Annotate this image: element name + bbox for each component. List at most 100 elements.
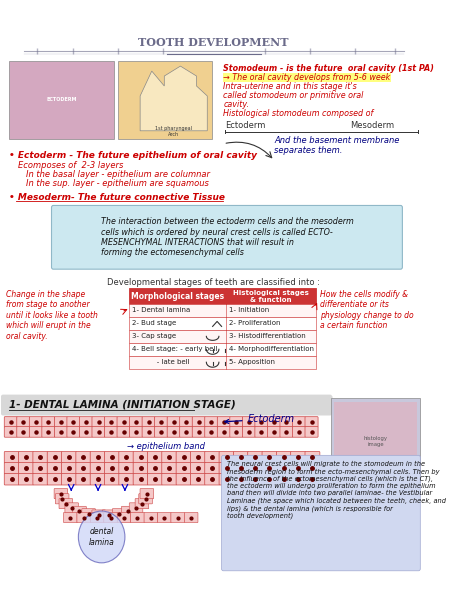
Text: 1st pharyngeal
Arch: 1st pharyngeal Arch [155,126,192,137]
FancyBboxPatch shape [55,427,67,437]
FancyBboxPatch shape [142,417,155,427]
FancyBboxPatch shape [262,452,277,463]
FancyBboxPatch shape [4,417,18,427]
FancyBboxPatch shape [291,462,306,474]
FancyBboxPatch shape [276,473,291,485]
FancyBboxPatch shape [133,462,148,474]
FancyBboxPatch shape [90,473,105,485]
FancyBboxPatch shape [155,417,168,427]
FancyBboxPatch shape [33,452,48,463]
FancyBboxPatch shape [73,506,86,516]
FancyBboxPatch shape [76,452,91,463]
FancyBboxPatch shape [117,427,130,437]
FancyBboxPatch shape [17,417,30,427]
FancyBboxPatch shape [59,498,73,509]
FancyBboxPatch shape [117,512,131,523]
FancyBboxPatch shape [192,417,205,427]
FancyBboxPatch shape [171,512,184,523]
Text: 1- DENTAL LAMINA (INITIATION STAGE): 1- DENTAL LAMINA (INITIATION STAGE) [9,400,235,409]
FancyBboxPatch shape [77,512,91,523]
FancyBboxPatch shape [4,473,19,485]
Text: Histological stages
& function: Histological stages & function [233,289,309,303]
FancyBboxPatch shape [129,330,316,343]
FancyBboxPatch shape [162,473,177,485]
FancyBboxPatch shape [191,473,205,485]
FancyBboxPatch shape [147,452,162,463]
FancyBboxPatch shape [4,452,19,463]
FancyBboxPatch shape [162,452,177,463]
FancyBboxPatch shape [90,462,105,474]
Text: 4- Bell stage: - early bell: 4- Bell stage: - early bell [132,346,218,352]
FancyBboxPatch shape [18,452,34,463]
FancyBboxPatch shape [180,427,193,437]
Text: Change in the shape
from stage to another
until it looks like a tooth
which will: Change in the shape from stage to anothe… [6,290,98,341]
FancyBboxPatch shape [262,473,277,485]
FancyBboxPatch shape [135,498,149,509]
FancyBboxPatch shape [205,452,219,463]
FancyBboxPatch shape [104,452,119,463]
FancyBboxPatch shape [292,427,306,437]
FancyBboxPatch shape [162,462,177,474]
FancyBboxPatch shape [129,417,143,427]
FancyBboxPatch shape [29,417,42,427]
FancyBboxPatch shape [205,462,219,474]
FancyBboxPatch shape [33,473,48,485]
FancyBboxPatch shape [64,512,77,523]
Text: → epithelium band: → epithelium band [127,443,205,451]
Text: 3- Cap stage: 3- Cap stage [132,333,176,340]
FancyBboxPatch shape [104,512,118,523]
FancyBboxPatch shape [233,462,248,474]
FancyBboxPatch shape [192,427,205,437]
Text: called stomodeum or primitive oral: called stomodeum or primitive oral [223,91,364,100]
Text: Histological stomodeum composed of: Histological stomodeum composed of [223,109,374,118]
Text: Morphological stages: Morphological stages [131,292,224,300]
FancyBboxPatch shape [280,417,293,427]
FancyBboxPatch shape [205,427,218,437]
Text: • Ectoderm - The future epithelium of oral cavity: • Ectoderm - The future epithelium of or… [9,151,256,160]
FancyBboxPatch shape [139,493,153,504]
FancyBboxPatch shape [191,452,205,463]
FancyBboxPatch shape [142,427,155,437]
FancyBboxPatch shape [42,417,55,427]
Text: In the basal layer - epithelium are columnar: In the basal layer - epithelium are colu… [27,170,210,178]
FancyBboxPatch shape [119,462,134,474]
FancyBboxPatch shape [18,473,34,485]
FancyBboxPatch shape [230,417,243,427]
FancyBboxPatch shape [129,343,316,356]
Text: The interaction between the ectoderm cells and the mesoderm
cells which is order: The interaction between the ectoderm cel… [100,217,353,257]
FancyBboxPatch shape [47,473,62,485]
FancyBboxPatch shape [90,452,105,463]
FancyBboxPatch shape [76,462,91,474]
FancyBboxPatch shape [155,427,168,437]
FancyBboxPatch shape [230,427,243,437]
FancyBboxPatch shape [118,61,212,139]
FancyBboxPatch shape [255,427,268,437]
FancyBboxPatch shape [17,427,30,437]
Text: dental
lamina: dental lamina [89,527,115,547]
FancyBboxPatch shape [176,473,191,485]
FancyBboxPatch shape [121,506,135,516]
Text: 4- Morphodifferentiation: 4- Morphodifferentiation [229,346,314,352]
FancyBboxPatch shape [33,462,48,474]
FancyBboxPatch shape [255,417,268,427]
FancyBboxPatch shape [167,427,180,437]
FancyBboxPatch shape [92,417,105,427]
FancyBboxPatch shape [147,473,162,485]
Text: - late bell: - late bell [132,359,190,365]
FancyBboxPatch shape [242,427,255,437]
FancyBboxPatch shape [144,512,158,523]
FancyBboxPatch shape [248,462,263,474]
Text: Stomodeum - is the future  oral cavity (1st PA): Stomodeum - is the future oral cavity (1… [223,64,434,73]
FancyBboxPatch shape [129,427,143,437]
FancyBboxPatch shape [129,304,316,317]
FancyBboxPatch shape [219,473,234,485]
FancyBboxPatch shape [80,427,92,437]
FancyBboxPatch shape [133,473,148,485]
Text: • Mesoderm- The future connective Tissue: • Mesoderm- The future connective Tissue [9,192,225,202]
Text: Ectoderm: Ectoderm [225,121,265,130]
FancyBboxPatch shape [67,417,80,427]
FancyBboxPatch shape [4,462,19,474]
FancyBboxPatch shape [67,427,80,437]
FancyBboxPatch shape [292,417,306,427]
FancyBboxPatch shape [133,452,148,463]
